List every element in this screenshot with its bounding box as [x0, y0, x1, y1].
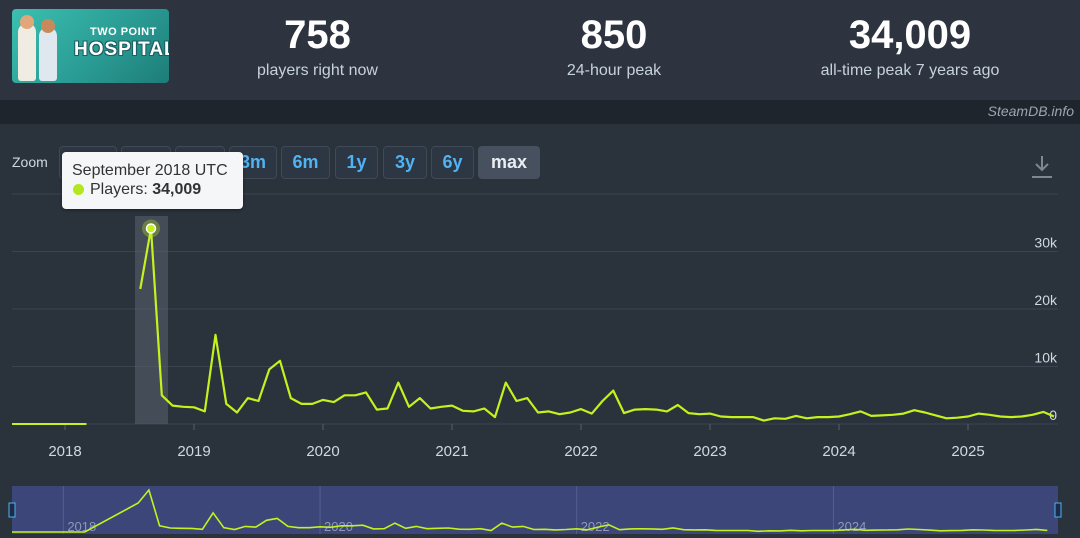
highlight-point [145, 223, 157, 234]
game-logo[interactable]: TWO POINT HOSPITAL [12, 9, 169, 83]
doctor-figure-icon [18, 15, 36, 81]
nurse-figure-icon [39, 19, 57, 81]
download-icon[interactable] [1030, 154, 1054, 180]
x-tick-label: 2021 [435, 443, 468, 460]
logo-line1: TWO POINT [90, 26, 157, 38]
x-tick-label: 2020 [306, 443, 339, 460]
x-axis-labels: 2018 2019 2020 2021 2022 2023 2024 2025 [48, 424, 985, 460]
stat-value: 850 [580, 13, 648, 57]
steamdb-credit[interactable]: SteamDB.info [987, 103, 1074, 119]
y-tick-label: 30k [1034, 235, 1058, 251]
stat-label: 24-hour peak [566, 62, 662, 79]
navigator-tick-label: 2022 [581, 519, 610, 534]
x-tick-label: 2023 [693, 443, 726, 460]
x-tick-label: 2025 [951, 443, 984, 460]
stat-value: 34,009 [848, 13, 972, 57]
y-tick-label: 20k [1034, 292, 1058, 308]
stat-24h-peak: 850 24-hour peak [540, 12, 688, 80]
y-tick-label: 10k [1034, 350, 1058, 366]
zoom-3y-button[interactable]: 3y [383, 146, 427, 179]
logo-line2: HOSPITAL [74, 39, 169, 60]
navigator-line [12, 488, 1048, 533]
navigator-right-handle[interactable] [1054, 502, 1062, 518]
stat-label: players right now [257, 62, 378, 79]
stat-label: all-time peak 7 years ago [820, 62, 1000, 79]
zoom-1y-button[interactable]: 1y [335, 146, 378, 179]
navigator-tick-label: 2024 [837, 519, 866, 534]
stat-players-now: 758 players right now [240, 12, 395, 80]
zoom-label: Zoom [12, 154, 48, 170]
chart-tooltip: September 2018 UTC Players: 34,009 [62, 152, 243, 209]
navigator-left-handle[interactable] [8, 502, 16, 518]
stat-value: 758 [284, 13, 351, 57]
stat-all-time-peak: 34,009 all-time peak 7 years ago [800, 12, 1020, 80]
header: TWO POINT HOSPITAL 758 players right now… [0, 0, 1080, 100]
header-separator [0, 100, 1080, 124]
series-line [139, 227, 1055, 422]
x-tick-label: 2024 [822, 443, 855, 460]
series-color-dot [73, 184, 84, 195]
chart-grid [12, 193, 1058, 425]
tooltip-series: Players: 34,009 [90, 181, 201, 199]
tooltip-title: September 2018 UTC [72, 162, 228, 179]
x-tick-label: 2019 [177, 443, 210, 460]
x-tick-label: 2018 [48, 443, 81, 460]
navigator-background [12, 486, 1058, 534]
tooltip-series-label: Players: [90, 181, 148, 198]
tooltip-series-value: 34,009 [152, 181, 202, 198]
zoom-6m-button[interactable]: 6m [281, 146, 330, 179]
x-tick-label: 2022 [564, 443, 597, 460]
zoom-6y-button[interactable]: 6y [431, 146, 474, 179]
zoom-max-button[interactable]: max [478, 146, 540, 179]
